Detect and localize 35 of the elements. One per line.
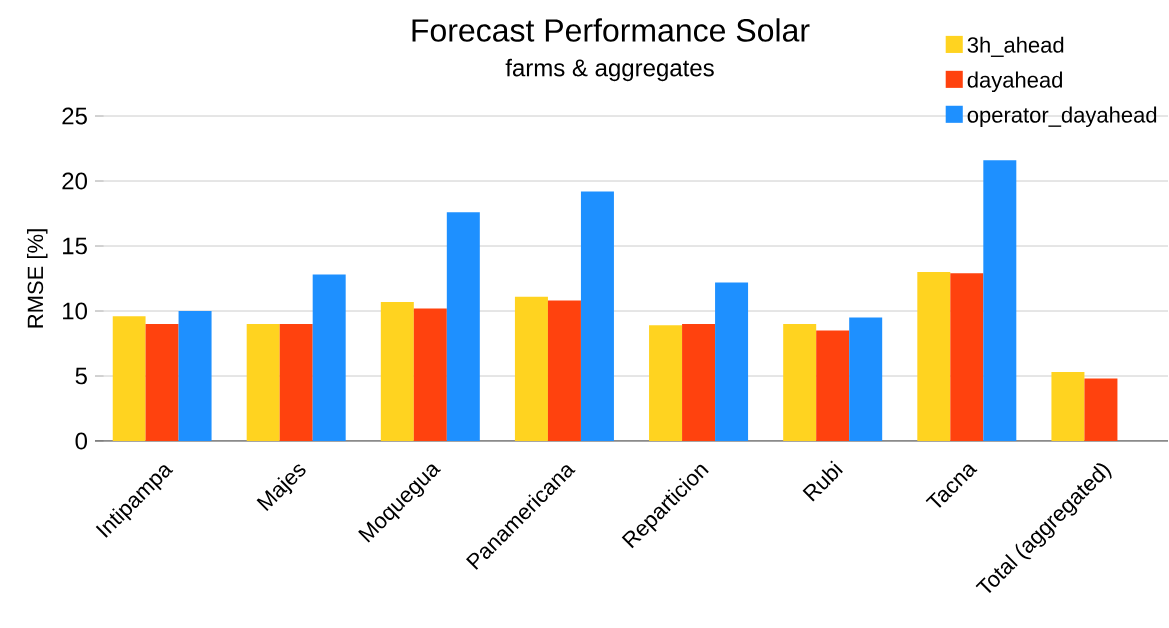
bar bbox=[145, 324, 179, 441]
y-tick-label: 25 bbox=[62, 107, 87, 125]
bar bbox=[983, 160, 1017, 441]
bar bbox=[112, 316, 146, 441]
bar bbox=[816, 330, 850, 441]
bar bbox=[547, 300, 581, 441]
legend-label: operator_dayahead bbox=[967, 106, 1157, 128]
chart-title: Forecast Performance Solar bbox=[412, 18, 810, 42]
bar bbox=[950, 273, 984, 441]
bar bbox=[783, 324, 817, 441]
bar bbox=[715, 282, 749, 441]
bar bbox=[580, 191, 614, 441]
bar bbox=[514, 296, 548, 441]
y-tick-label: 0 bbox=[75, 432, 88, 450]
bar bbox=[446, 212, 480, 441]
y-axis-title: RMSE [%] bbox=[27, 229, 48, 328]
bar bbox=[682, 324, 716, 441]
bar bbox=[1051, 372, 1085, 441]
bar bbox=[917, 272, 951, 441]
bar bbox=[380, 301, 414, 441]
bar bbox=[246, 324, 280, 441]
bar bbox=[649, 325, 683, 441]
bar bbox=[1084, 378, 1118, 441]
bar bbox=[279, 324, 313, 441]
y-tick-label: 5 bbox=[75, 367, 87, 385]
legend-label: 3h_ahead bbox=[967, 36, 1064, 57]
chart-subtitle: farms & aggregates bbox=[505, 58, 714, 82]
bar bbox=[413, 308, 447, 441]
y-tick-label: 20 bbox=[62, 172, 87, 190]
bar bbox=[312, 274, 346, 441]
y-tick-label: 10 bbox=[63, 302, 87, 320]
legend-label: dayahead bbox=[967, 71, 1062, 93]
bar bbox=[178, 311, 212, 441]
y-tick-label: 15 bbox=[63, 237, 87, 255]
bar bbox=[849, 317, 883, 441]
